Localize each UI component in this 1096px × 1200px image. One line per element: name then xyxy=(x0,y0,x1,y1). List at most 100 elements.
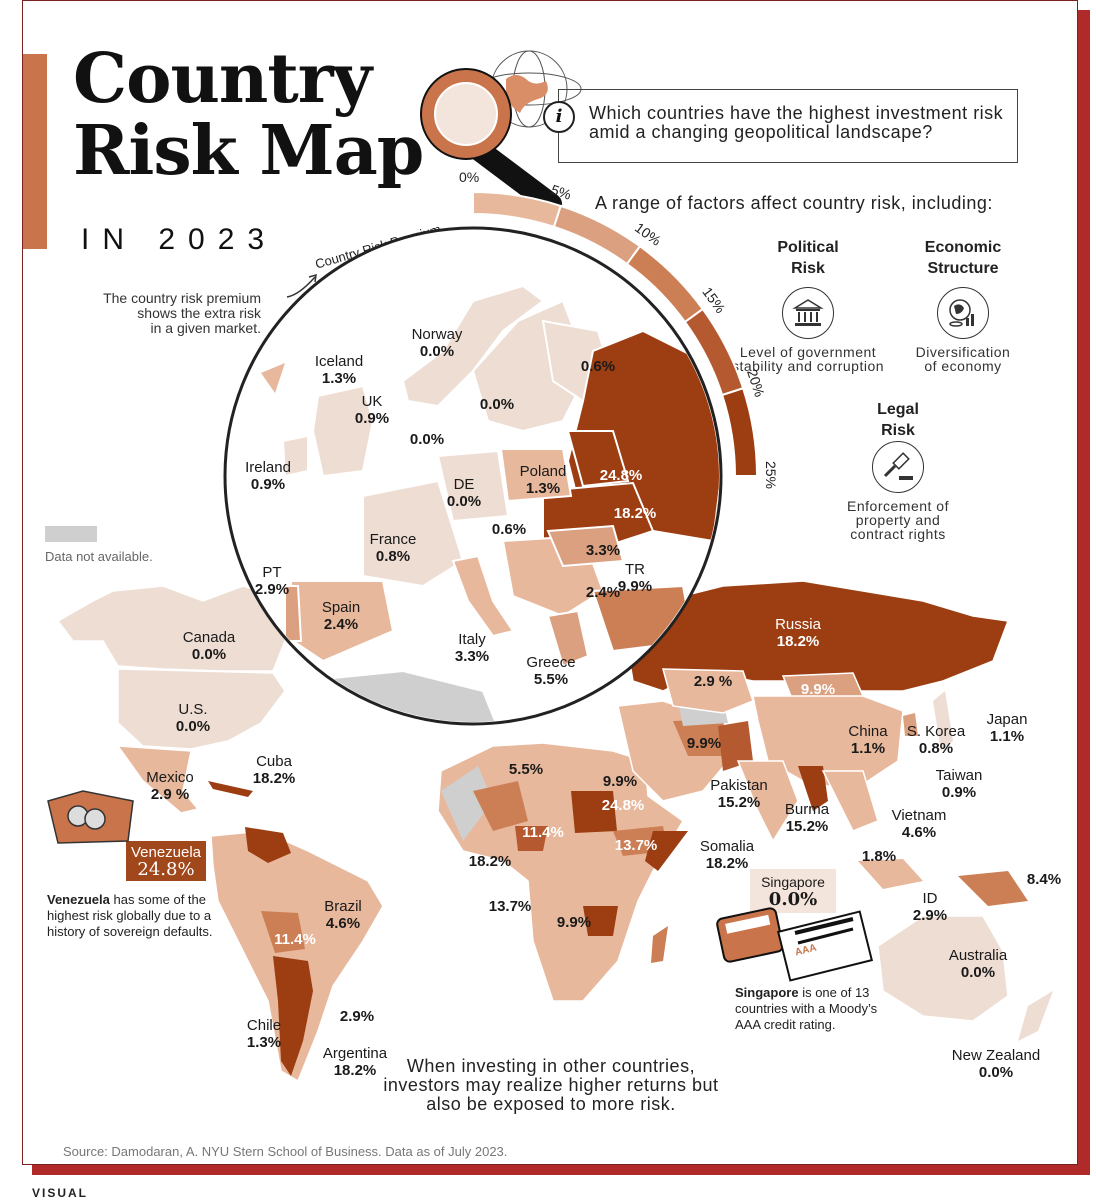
map-korea xyxy=(903,713,918,736)
infographic-card: Country Risk Map IN 2023 Which countries… xyxy=(22,0,1078,1165)
country-label: 9.9% xyxy=(687,735,721,752)
map-algeria-na xyxy=(441,766,493,841)
country-name: Cuba xyxy=(256,753,292,770)
europe-country-label: France 0.8% xyxy=(370,531,417,565)
map-png xyxy=(958,871,1028,906)
country-name: Poland xyxy=(519,463,567,480)
scale-arc-segments xyxy=(472,190,759,477)
singapore-note-text: is one of 13 countries with a Moody’s AA… xyxy=(735,985,878,1032)
singapore-name: Singapore xyxy=(761,874,825,890)
map-zambia-area xyxy=(583,906,618,936)
country-risk-value: 15.2% xyxy=(717,794,761,811)
europe-country-label: PT 2.9% xyxy=(255,564,289,598)
factor-title-legal: Legal Risk xyxy=(877,401,919,439)
country-name: U.S. xyxy=(178,701,208,718)
country-risk-value: 1.8% xyxy=(861,848,897,865)
venezuela-note-bold: Venezuela xyxy=(47,892,110,907)
country-name: Spain xyxy=(321,599,361,616)
country-name: China xyxy=(848,723,888,740)
country-risk-value: 18.2% xyxy=(468,853,512,870)
europe-country-label: 18.2% xyxy=(614,505,657,522)
country-label: Canada 0.0% xyxy=(183,629,236,663)
country-risk-value: 2.4% xyxy=(323,616,359,633)
page-subtitle: IN 2023 xyxy=(81,223,278,256)
country-risk-value: 0.0% xyxy=(446,493,482,510)
country-label: Mexico 2.9 % xyxy=(146,769,194,803)
singapore-box xyxy=(750,869,836,913)
eu-poland xyxy=(499,448,573,503)
country-name: Vietnam xyxy=(891,807,947,824)
country-risk-value: 18.2% xyxy=(705,855,749,872)
country-risk-value: 0.9% xyxy=(941,784,977,801)
map-sudan xyxy=(571,791,617,833)
country-name: TR xyxy=(624,561,645,578)
europe-country-label: TR 9.9% xyxy=(618,561,652,595)
eu-ireland xyxy=(281,434,309,478)
country-risk-value: 0.0% xyxy=(978,1064,1014,1081)
eu-france xyxy=(362,479,465,588)
country-name: Italy xyxy=(458,631,486,648)
map-new-zealand xyxy=(1018,991,1053,1041)
map-us xyxy=(117,668,286,750)
europe-country-label: Italy 3.3% xyxy=(455,631,489,665)
country-risk-value: 3.3% xyxy=(585,542,621,559)
country-risk-value: 1.1% xyxy=(850,740,886,757)
country-label: ID 2.9% xyxy=(913,890,947,924)
venezuela-note: Venezuela has some of the highest risk g… xyxy=(47,892,237,940)
country-risk-value: 5.5% xyxy=(533,671,569,688)
country-label: 9.9% xyxy=(603,773,637,790)
question-box: Which countries have the highest investm… xyxy=(558,89,1018,163)
europe-inset xyxy=(223,226,723,726)
country-label: Chile 1.3% xyxy=(247,1017,281,1051)
country-label: S. Korea 0.8% xyxy=(907,723,965,757)
country-label: 2.9% xyxy=(340,1008,374,1025)
europe-country-label: Poland 1.3% xyxy=(520,463,567,497)
country-risk-value: 2.9 % xyxy=(693,673,733,690)
map-cuba xyxy=(208,781,253,797)
country-risk-value: 9.9% xyxy=(686,735,722,752)
country-risk-value: 2.9 % xyxy=(150,786,190,803)
eu-germany xyxy=(436,449,510,523)
country-name: Japan xyxy=(986,711,1028,728)
country-label: Brazil 4.6% xyxy=(324,898,362,932)
country-label: Cuba 18.2% xyxy=(253,753,296,787)
brand-logo: VISUAL xyxy=(32,1186,89,1200)
country-label: 9.9% xyxy=(801,681,835,698)
gavel-icon xyxy=(872,441,924,493)
country-risk-value: 9.9% xyxy=(617,578,653,595)
europe-country-label: 0.0% xyxy=(480,396,514,413)
factor-desc-legal: Enforcement of property and contract rig… xyxy=(847,498,949,542)
europe-country-label: Ireland 0.9% xyxy=(245,459,291,493)
country-name: Norway xyxy=(411,326,463,343)
country-risk-value: 0.6% xyxy=(580,358,616,375)
country-name: Brazil xyxy=(324,898,362,915)
title-accent-bar xyxy=(23,54,47,249)
country-name: Iceland xyxy=(314,353,364,370)
country-risk-value: 13.7% xyxy=(614,837,658,854)
factors-intro: A range of factors affect country risk, … xyxy=(595,193,993,213)
eu-belarus xyxy=(566,430,630,488)
eu-north-africa-na xyxy=(301,669,505,722)
magnifier-globe-icon xyxy=(420,50,582,215)
country-risk-value: 2.9% xyxy=(254,581,290,598)
map-venezuela xyxy=(245,827,291,863)
map-mexico xyxy=(116,745,200,814)
map-kazakhstan xyxy=(662,668,754,714)
eu-portugal xyxy=(284,585,303,642)
country-risk-value: 4.6% xyxy=(325,915,361,932)
singapore-value: 0.0% xyxy=(768,889,818,910)
country-risk-value: 0.6% xyxy=(491,521,527,538)
country-risk-value: 11.4% xyxy=(274,931,316,948)
country-label: 9.9% xyxy=(557,914,591,931)
country-risk-value: 9.9% xyxy=(556,914,592,931)
factor-title-political: Political Risk xyxy=(777,239,839,277)
country-risk-value: 1.3% xyxy=(321,370,357,387)
globe-coins-icon xyxy=(937,287,989,339)
calculator-icon xyxy=(716,907,784,963)
venezuela-name: Venezuela xyxy=(130,844,202,861)
country-risk-value: 0.0% xyxy=(960,964,996,981)
country-risk-value: 13.7% xyxy=(660,906,704,923)
country-name: Somalia xyxy=(699,838,755,855)
europe-country-label: Iceland 1.3% xyxy=(315,353,363,387)
europe-country-label: 3.3% xyxy=(586,542,620,559)
